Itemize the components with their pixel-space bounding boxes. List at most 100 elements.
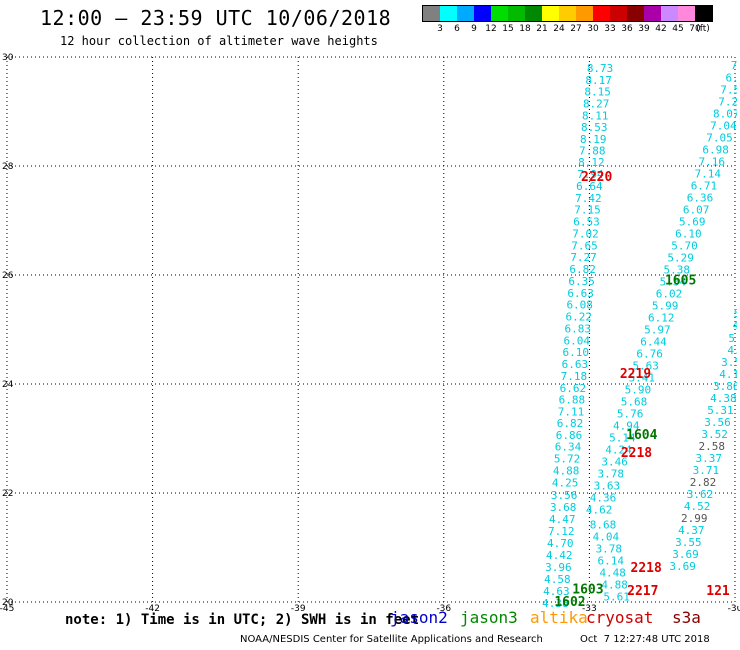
swh-value: 7.94 <box>577 168 604 181</box>
swh-value: 8.11 <box>582 109 609 122</box>
swh-value: 5.97 <box>644 324 671 337</box>
swh-value: 4.24 <box>605 443 632 456</box>
swh-value: 6.86 <box>556 429 583 442</box>
pass-time-label: 2220 <box>581 170 612 185</box>
swh-value: 6.08 <box>566 298 593 311</box>
page-title: 12:00 – 23:59 UTC 10/06/2018 <box>40 6 392 30</box>
pass-time-label: 2217 <box>627 584 658 599</box>
satellite-label-jason3: jason3 <box>460 608 518 627</box>
swh-value: 6.12 <box>648 312 675 325</box>
swh-value: 6.02 <box>656 288 683 301</box>
swh-value: 7.15 <box>574 204 601 217</box>
legend-label: 45 <box>672 24 684 34</box>
lon-tick-label: -39 <box>291 604 306 614</box>
swh-value: 5.14 <box>609 431 636 444</box>
satellite-label-altika: altika <box>530 608 588 627</box>
pass-time-label: 2218 <box>621 446 652 461</box>
swh-value: 5.31 <box>707 404 734 417</box>
legend-label: 33 <box>604 24 616 34</box>
swh-value: 7.14 <box>695 168 722 181</box>
legend-swatch <box>508 6 525 21</box>
swh-value: 7.02 <box>572 228 599 241</box>
legend-swatch <box>576 6 593 21</box>
swh-value: 5.34 <box>660 276 687 289</box>
swh-value: 8.15 <box>584 85 611 98</box>
credit-text: NOAA/NESDIS Center for Satellite Applica… <box>240 634 543 645</box>
swh-value: 7 <box>731 59 738 72</box>
swh-value: 6.14 <box>598 555 625 568</box>
swh-value: 3.56 <box>704 416 731 429</box>
swh-value: 4.36 <box>590 491 617 504</box>
swh-value: 8.17 <box>585 74 612 87</box>
legend-label: 42 <box>655 24 667 34</box>
swh-value: 3.86 <box>713 380 740 393</box>
lat-tick-label: 24 <box>2 380 14 390</box>
swh-value: 4.52 <box>684 500 711 513</box>
swh-value: 6.34 <box>555 441 582 454</box>
legend-label: 6 <box>454 24 460 34</box>
pass-time-label: 1605 <box>665 273 696 288</box>
legend-swatch <box>440 6 457 21</box>
swh-value: 7.18 <box>561 370 588 383</box>
swh-value: 4.58 <box>544 573 571 586</box>
swh-value: 4.88 <box>553 465 580 478</box>
swh-value: 3.62 <box>687 488 714 501</box>
swh-value: 3.56 <box>551 489 578 502</box>
swh-value: 7.5 <box>720 84 740 97</box>
swh-value: 3.63 <box>594 479 621 492</box>
swh-value: 5.68 <box>621 395 648 408</box>
swh-value: 6.44 <box>640 335 667 348</box>
legend-label: 12 <box>485 24 497 34</box>
swh-value: 3.69 <box>672 548 699 561</box>
swh-value: 2.58 <box>698 440 725 453</box>
swh-value: 7.16 <box>698 156 725 169</box>
swh-value: 6.82 <box>569 263 596 276</box>
lat-tick-label: 30 <box>2 53 14 63</box>
lat-tick-label: 20 <box>2 598 14 608</box>
swh-value: 6.76 <box>636 347 663 360</box>
swh-value: 8.07 <box>713 108 740 121</box>
legend-label: 39 <box>638 24 650 34</box>
swh-value: 6.83 <box>565 322 592 335</box>
swh-value: 5.41 <box>629 371 656 384</box>
swh-value: 7.12 <box>548 525 575 538</box>
swh-value: 6. <box>725 72 738 85</box>
swh-value: 4.88 <box>601 579 628 592</box>
lon-tick-label: -36 <box>436 604 451 614</box>
legend-swatch-bar <box>422 5 713 22</box>
legend-swatch <box>627 6 644 21</box>
pass-time-label: 1602 <box>554 595 585 610</box>
swh-value: 5.70 <box>671 240 698 253</box>
swh-value: 3.78 <box>596 543 623 556</box>
legend-swatch <box>559 6 576 21</box>
swh-value: 7.11 <box>558 405 585 418</box>
pass-time-label: 121 <box>706 584 730 599</box>
lon-tick-label: -33 <box>582 604 597 614</box>
pass-time-label: 1603 <box>572 582 603 597</box>
swh-value: 8.27 <box>583 97 610 110</box>
swh-value: 5.38 <box>664 264 691 277</box>
legend-swatch <box>661 6 678 21</box>
swh-value: 6.63 <box>567 287 594 300</box>
swh-value: 4.62 <box>586 503 613 516</box>
swh-value: 4.94 <box>613 419 640 432</box>
legend-swatch <box>525 6 542 21</box>
swh-value: 6.36 <box>687 192 714 205</box>
swh-value: 7.42 <box>575 192 602 205</box>
swh-value: 6.35 <box>568 275 595 288</box>
footer-note: note: 1) Time is in UTC; 2) SWH is in fe… <box>65 612 420 628</box>
swh-value: 4.63 <box>543 585 570 598</box>
legend-swatch <box>457 6 474 21</box>
swh-value: 4.1 <box>719 368 739 381</box>
swh-value: 3.55 <box>675 536 702 549</box>
swh-value: 6.64 <box>576 180 603 193</box>
swh-value: 4.48 <box>599 567 626 580</box>
pass-time-label: 2219 <box>620 367 651 382</box>
swh-value: 4.42 <box>546 549 573 562</box>
legend-swatch <box>491 6 508 21</box>
swh-value: 5.72 <box>554 453 581 466</box>
swh-value: 7.27 <box>570 251 597 264</box>
legend-swatch <box>610 6 627 21</box>
pass-time-label: 1604 <box>626 428 657 443</box>
